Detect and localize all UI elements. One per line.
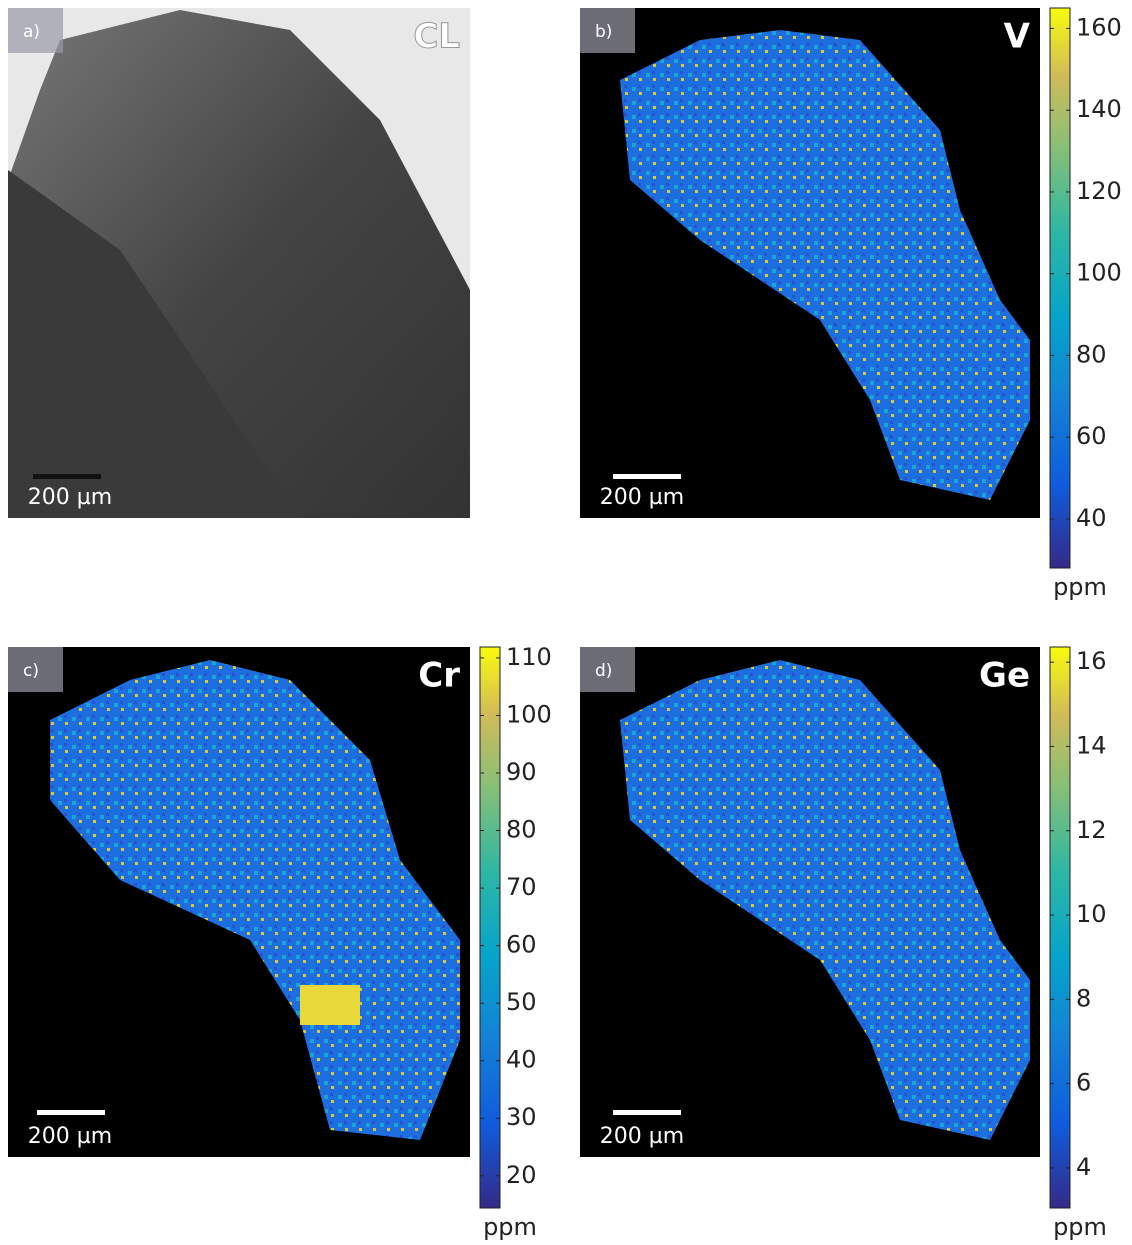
map-hotspot <box>300 985 360 1025</box>
colorbar-tick-label: 30 <box>506 1103 537 1131</box>
colorbar-unit: ppm <box>1053 1213 1107 1241</box>
colorbar-tick-label: 120 <box>1076 177 1122 205</box>
page: a) CL 200 µm b) V 200 µm 40 60 80 100 120 140 160 ppm… <box>0 0 1132 1245</box>
scale-bar-label: 200 µm <box>600 485 684 510</box>
panel-d <box>580 647 1040 1157</box>
colorbar-tick-label: 90 <box>506 758 537 786</box>
colorbar-tick-label: 16 <box>1076 647 1107 675</box>
colorbar-tick-label: 50 <box>506 988 537 1016</box>
scale-bar <box>37 1110 105 1115</box>
colorbar-tick-label: 60 <box>506 931 537 959</box>
panel-a <box>8 8 470 518</box>
panel-b <box>580 8 1040 518</box>
panel-label: b) <box>595 22 612 42</box>
colorbar-tick-label: 4 <box>1076 1153 1091 1181</box>
colorbar-tick-label: 110 <box>506 643 552 671</box>
colorbar-tick-label: 60 <box>1076 422 1107 450</box>
panel-c <box>8 647 470 1157</box>
colorbar-tick-label: 12 <box>1076 816 1107 844</box>
element-label: V <box>1004 17 1031 57</box>
element-label: Cr <box>418 656 460 696</box>
scale-bar <box>613 1110 681 1115</box>
colorbar-tick-label: 140 <box>1076 95 1122 123</box>
colorbar-tick-label: 80 <box>506 816 537 844</box>
colorbar <box>480 647 500 1208</box>
colorbar-tick-label: 160 <box>1076 13 1122 41</box>
colorbar-tick-label: 40 <box>506 1046 537 1074</box>
colorbar-tick-label: 8 <box>1076 984 1091 1012</box>
colorbar-unit: ppm <box>483 1213 537 1241</box>
panel-label: d) <box>595 661 612 681</box>
scale-bar-label: 200 µm <box>28 1124 112 1149</box>
colorbar-tick-label: 100 <box>506 700 552 728</box>
scale-bar-label: 200 µm <box>600 1124 684 1149</box>
panel-label: a) <box>23 22 40 42</box>
element-label: CL <box>413 17 460 57</box>
element-label: Ge <box>979 656 1030 696</box>
colorbar-unit: ppm <box>1053 573 1107 601</box>
scale-bar <box>33 474 101 479</box>
colorbar-tick-label: 10 <box>1076 900 1107 928</box>
scale-bar <box>613 474 681 479</box>
colorbar-tick-label: 20 <box>506 1161 537 1189</box>
colorbar-tick-label: 70 <box>506 873 537 901</box>
figure: a) CL 200 µm b) V 200 µm 40 60 80 100 120 140 160 ppm… <box>0 0 1132 1245</box>
colorbar-tick-label: 100 <box>1076 259 1122 287</box>
colorbar-tick-label: 6 <box>1076 1069 1091 1097</box>
colorbar-tick-label: 80 <box>1076 340 1107 368</box>
panel-label: c) <box>23 661 39 681</box>
colorbar <box>1050 8 1070 568</box>
scale-bar-label: 200 µm <box>28 485 112 510</box>
colorbar-tick-label: 40 <box>1076 504 1107 532</box>
colorbar <box>1050 647 1070 1208</box>
colorbar-tick-label: 14 <box>1076 731 1107 759</box>
